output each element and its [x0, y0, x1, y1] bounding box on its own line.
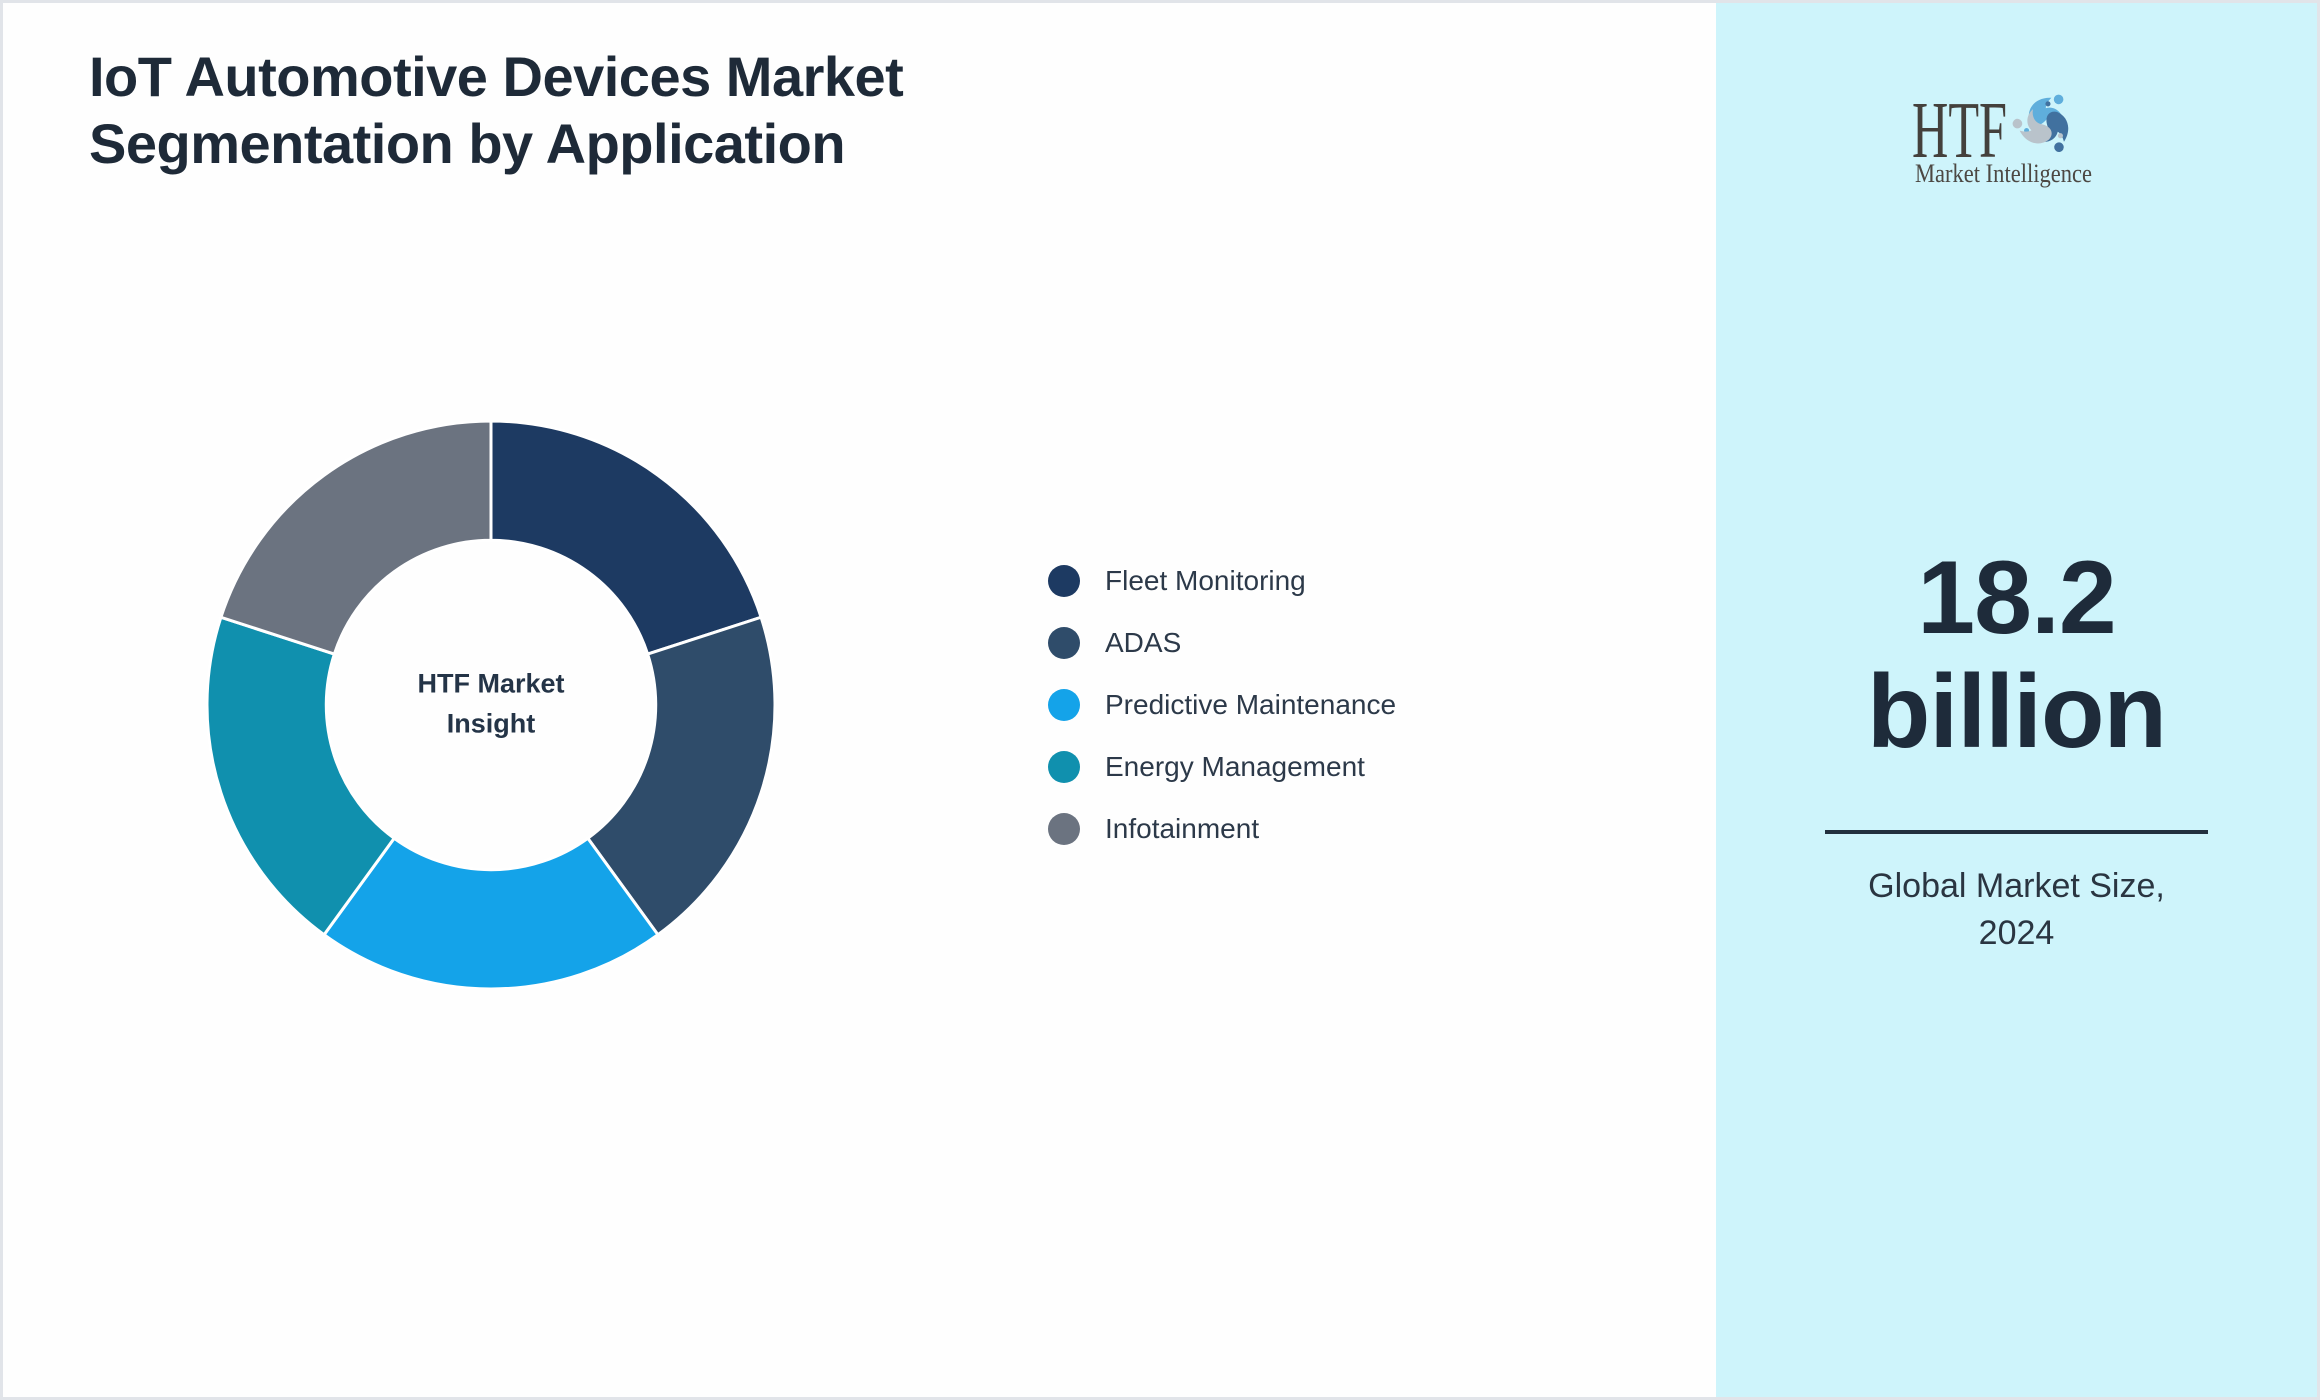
donut-segment-energy-management: [205, 615, 397, 937]
legend-item: Energy Management: [1048, 736, 1396, 798]
legend-label: Energy Management: [1105, 751, 1365, 782]
legend-swatch-icon: [1048, 565, 1080, 597]
donut-center-label-line2: Insight: [446, 708, 536, 739]
logo-dolphin-swirl-icon: [2012, 94, 2069, 152]
logo-text: HTF: [1912, 87, 2007, 175]
legend-swatch-icon: [1048, 689, 1080, 721]
logo-subtext: Market Intelligence: [1915, 159, 2092, 188]
sidebar: HTF Market Intelligence: [1716, 3, 2317, 1397]
chart-legend: Fleet Monitoring ADAS Predictive Mainten…: [1048, 550, 1396, 860]
divider: [1825, 830, 2208, 834]
page-title-line2: Segmentation by Application: [89, 112, 846, 175]
market-size-number: 18.2: [1917, 540, 2116, 656]
page-title: IoT Automotive Devices Market Segmentati…: [89, 43, 904, 177]
legend-label: Infotainment: [1105, 813, 1260, 844]
donut-chart: HTF Market Insight: [191, 405, 791, 1005]
donut-center-label-line1: HTF Market: [417, 668, 565, 699]
legend-item: Predictive Maintenance: [1048, 674, 1396, 736]
donut-segment-predictive-maintenance: [321, 836, 661, 991]
donut-segment-infotainment: [219, 419, 493, 656]
legend-swatch-icon: [1048, 751, 1080, 783]
market-size-value: 18.2 billion: [1716, 541, 2317, 769]
legend-swatch-icon: [1048, 813, 1080, 845]
legend-label: ADAS: [1105, 627, 1182, 658]
legend-swatch-icon: [1048, 627, 1080, 659]
legend-item: Infotainment: [1048, 798, 1396, 860]
market-size-caption-line1: Global Market Size,: [1868, 867, 2165, 905]
legend-label: Fleet Monitoring: [1105, 565, 1306, 596]
market-size-caption: Global Market Size, 2024: [1716, 863, 2317, 957]
market-size-unit: billion: [1866, 654, 2167, 770]
donut-segment-adas: [585, 615, 777, 937]
legend-item: ADAS: [1048, 612, 1396, 674]
donut-chart-svg: [205, 419, 777, 991]
legend-item: Fleet Monitoring: [1048, 550, 1396, 612]
market-size-caption-line2: 2024: [1978, 914, 2055, 952]
donut-segment-fleet-monitoring: [489, 419, 763, 656]
htf-logo: HTF Market Intelligence: [1912, 87, 2092, 188]
legend-label: Predictive Maintenance: [1105, 689, 1397, 720]
donut-center-label: HTF Market Insight: [321, 663, 661, 743]
page-title-line1: IoT Automotive Devices Market: [89, 45, 904, 108]
